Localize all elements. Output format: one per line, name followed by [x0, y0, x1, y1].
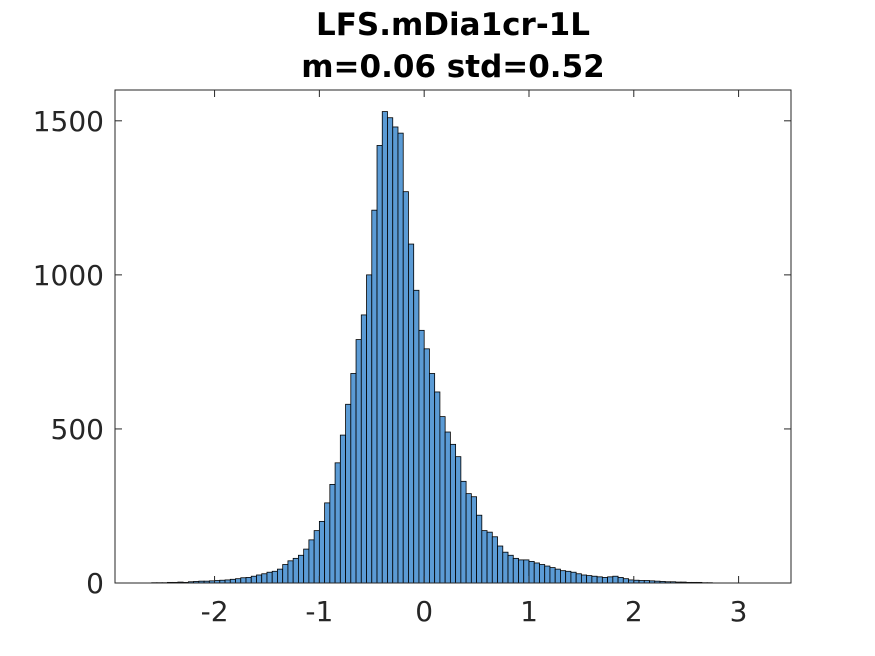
histogram-bar	[371, 209, 378, 584]
y-tick-label: 0	[86, 567, 104, 600]
histogram-bar	[449, 443, 457, 584]
histogram-bar	[607, 576, 614, 584]
histogram-bar	[366, 274, 373, 584]
histogram-bar	[408, 243, 415, 584]
y-tick-label: 500	[51, 413, 104, 446]
x-tick-label: 1	[520, 595, 538, 628]
x-tick-label: 2	[625, 595, 643, 628]
histogram-bar	[565, 570, 572, 584]
y-tick-label: 1500	[33, 105, 104, 138]
histogram-bar	[554, 568, 561, 584]
histogram-bar	[308, 539, 315, 584]
histogram-bar	[392, 126, 399, 584]
histogram-bar	[596, 576, 603, 584]
histogram-bar	[287, 560, 294, 584]
histogram-bar	[266, 571, 273, 584]
histogram-bar	[518, 559, 525, 584]
x-tick-label: -2	[201, 595, 229, 628]
histogram-bar	[586, 575, 593, 584]
chart-subtitle: m=0.06 std=0.52	[301, 49, 604, 85]
histogram-bar	[622, 578, 629, 584]
histogram-bar	[460, 480, 467, 584]
histogram-bar	[523, 559, 530, 584]
histogram-bar	[261, 573, 268, 584]
histogram-bar	[512, 557, 519, 584]
histogram-bar	[282, 564, 289, 584]
histogram-bar	[250, 575, 257, 584]
x-tick-label: -1	[305, 595, 333, 628]
histogram-bar	[298, 554, 305, 584]
histogram-bar	[381, 111, 388, 584]
histogram-bar	[292, 557, 299, 584]
histogram-bar	[413, 289, 420, 584]
histogram-bar	[229, 578, 236, 584]
histogram-bar	[245, 577, 252, 584]
histogram-bar	[350, 373, 357, 584]
histogram-bar	[481, 530, 488, 584]
histogram-bar	[387, 117, 394, 584]
histogram-bar	[334, 462, 341, 584]
histogram-bar	[303, 548, 310, 584]
histogram-bar	[549, 567, 556, 584]
histogram-bar	[465, 493, 472, 584]
bars-group	[151, 111, 713, 584]
histogram-bar	[544, 565, 551, 584]
histogram-bar	[539, 564, 546, 584]
histogram-bar	[429, 373, 436, 584]
histogram-bar	[345, 403, 352, 584]
histogram-bar	[455, 456, 462, 584]
histogram-bar	[240, 577, 247, 584]
histogram-bar	[235, 578, 242, 584]
histogram-bar	[507, 554, 514, 584]
histogram-bar	[271, 570, 278, 584]
histogram-bar	[434, 391, 441, 584]
histogram-bar	[502, 551, 509, 584]
histogram-bar	[476, 514, 483, 584]
histogram-bar	[591, 575, 598, 584]
histogram-bar	[528, 561, 535, 584]
histogram-bar	[397, 132, 404, 584]
x-tick-label: 3	[730, 595, 748, 628]
histogram-bar	[339, 434, 346, 584]
histogram-bar	[360, 314, 367, 584]
y-tick-label: 1000	[33, 259, 104, 292]
histogram-bar	[444, 431, 451, 584]
plot-frame	[114, 89, 792, 584]
histogram-bar	[533, 562, 540, 584]
histogram-bar	[277, 568, 284, 584]
histogram-bar	[318, 520, 326, 584]
histogram-bar	[324, 502, 331, 584]
histogram-bar	[313, 530, 320, 584]
histogram-bar	[439, 416, 446, 584]
histogram-bar	[329, 483, 336, 584]
x-tick-label: 0	[415, 595, 433, 628]
histogram-bar	[601, 577, 608, 584]
histogram-bar	[470, 496, 477, 584]
histogram-bar	[497, 545, 504, 584]
histogram-bar	[491, 536, 498, 584]
histogram-bar	[486, 531, 493, 584]
ticks-group: -2 -1 0 1 2 3 0 500 1000 1500	[33, 90, 791, 628]
histogram-bar	[612, 575, 619, 584]
histogram-bar	[355, 339, 362, 584]
histogram-bar	[617, 577, 624, 584]
histogram-bar	[256, 574, 263, 584]
histogram-bar	[575, 573, 582, 584]
histogram-bar	[376, 145, 383, 584]
histogram-bar	[560, 570, 567, 584]
histogram-bar	[402, 191, 409, 584]
histogram-bar	[418, 329, 425, 584]
histogram-bar	[570, 571, 577, 584]
histogram-bar	[580, 574, 588, 584]
chart-title: LFS.mDia1cr-1L	[316, 7, 590, 43]
histogram-bar	[423, 348, 430, 584]
